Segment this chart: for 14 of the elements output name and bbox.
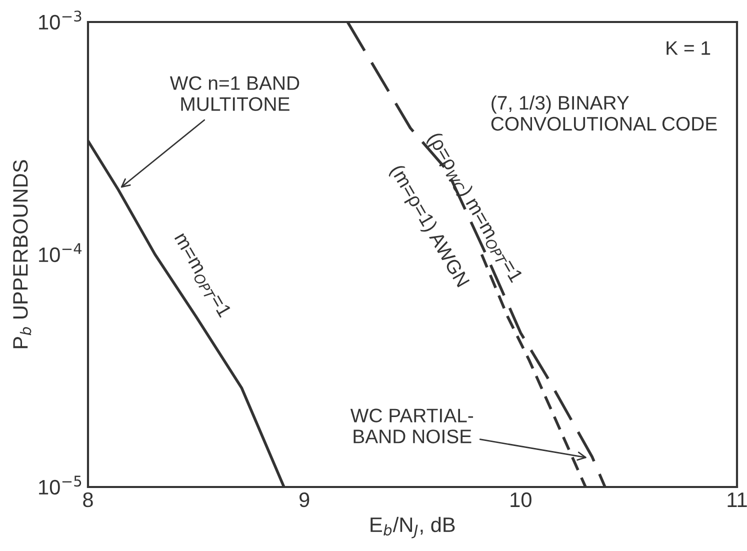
annotation: WC n=1 BAND MULTITONE bbox=[170, 76, 300, 111]
annotation: K = 1 bbox=[666, 41, 710, 55]
x-axis-title: E$_{b}$/N$_{J}$, dB bbox=[370, 516, 455, 538]
y-axis-title: P$_{b}$ UPPERBOUNDS bbox=[13, 160, 32, 348]
x-tick-label: 10 bbox=[510, 492, 532, 508]
annotation: (7, 1/3) BINARY CONVOLUTIONAL CODE bbox=[491, 95, 717, 131]
y-tick-label: 10$^{−3}$ bbox=[39, 10, 82, 30]
x-tick-label: 8 bbox=[83, 492, 93, 508]
y-tick-label: 10$^{−5}$ bbox=[39, 476, 82, 495]
annotation: WC PARTIAL- BAND NOISE bbox=[350, 408, 474, 444]
annotation: m=m$_{OPT}$=1 bbox=[171, 232, 232, 320]
x-tick-label: 11 bbox=[728, 492, 747, 507]
x-tick-label: 9 bbox=[300, 492, 310, 508]
y-tick-label: 10$^{−4}$ bbox=[39, 243, 82, 262]
